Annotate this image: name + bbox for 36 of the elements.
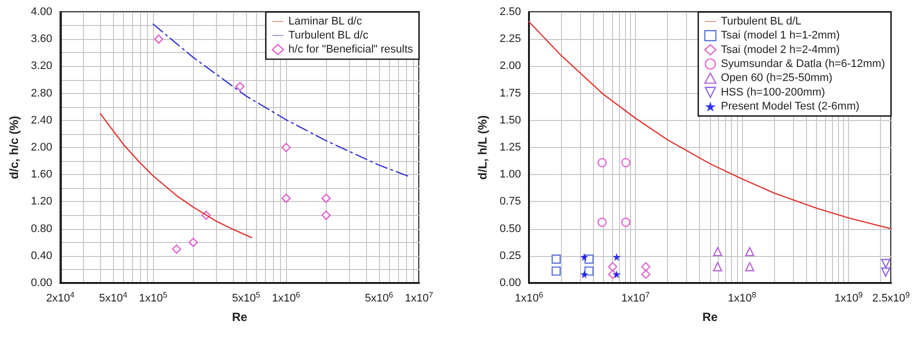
legend-label: Turbulent BL d/L bbox=[720, 16, 802, 28]
y-tick-label: 3.60 bbox=[30, 33, 52, 46]
y-tick-label: 0.80 bbox=[30, 222, 52, 235]
y-tick-label: 1.00 bbox=[500, 168, 521, 181]
y-tick-label: 2.00 bbox=[500, 60, 521, 72]
y-tick-label: 0.00 bbox=[500, 277, 521, 289]
legend-label: Turbulent BL d/c bbox=[288, 30, 369, 42]
y-tick-label: 0.40 bbox=[30, 250, 52, 262]
y-tick-label: 2.00 bbox=[30, 142, 52, 154]
y-tick-label: 1.60 bbox=[30, 168, 52, 181]
legend-label: Open 60 (h=25-50mm) bbox=[720, 72, 832, 84]
y-tick-label: 2.80 bbox=[30, 87, 52, 100]
y-tick-label: 4.00 bbox=[30, 6, 52, 18]
legend-label: Present Model Test (2-6mm) bbox=[720, 100, 860, 112]
legend-label: h/c for "Beneficial" results bbox=[288, 44, 414, 56]
y-tick-label: 1.50 bbox=[500, 114, 521, 126]
legend-label: Tsai (model 2 h=2-4mm) bbox=[720, 44, 840, 56]
y-tick-label: 1.25 bbox=[500, 142, 521, 154]
legend-label: HSS (h=100-200mm) bbox=[720, 86, 826, 98]
y-axis-title: d/L, h/L (%) bbox=[476, 115, 490, 180]
y-axis-title: d/c, h/c (%) bbox=[7, 116, 21, 180]
y-tick-label: 0.50 bbox=[500, 222, 521, 235]
y-tick-label: 2.50 bbox=[500, 6, 521, 18]
y-tick-label: 1.75 bbox=[500, 87, 521, 100]
y-tick-label: 0.25 bbox=[500, 250, 521, 262]
y-tick-label: 1.20 bbox=[30, 196, 52, 208]
y-tick-label: 2.40 bbox=[30, 114, 52, 126]
y-tick-label: 3.20 bbox=[30, 60, 52, 72]
legend-label: Laminar BL d/c bbox=[288, 16, 362, 28]
y-tick-label: 0.00 bbox=[30, 277, 52, 289]
y-tick-label: 0.75 bbox=[500, 196, 521, 208]
legend-label: Tsai (model 1 h=1-2mm) bbox=[720, 30, 840, 42]
y-tick-label: 2.25 bbox=[500, 33, 521, 46]
x-axis-title: Re bbox=[702, 310, 718, 324]
legend-label: Syumsundar & Datla (h=6-12mm) bbox=[720, 58, 886, 70]
x-axis-title: Re bbox=[232, 310, 248, 324]
